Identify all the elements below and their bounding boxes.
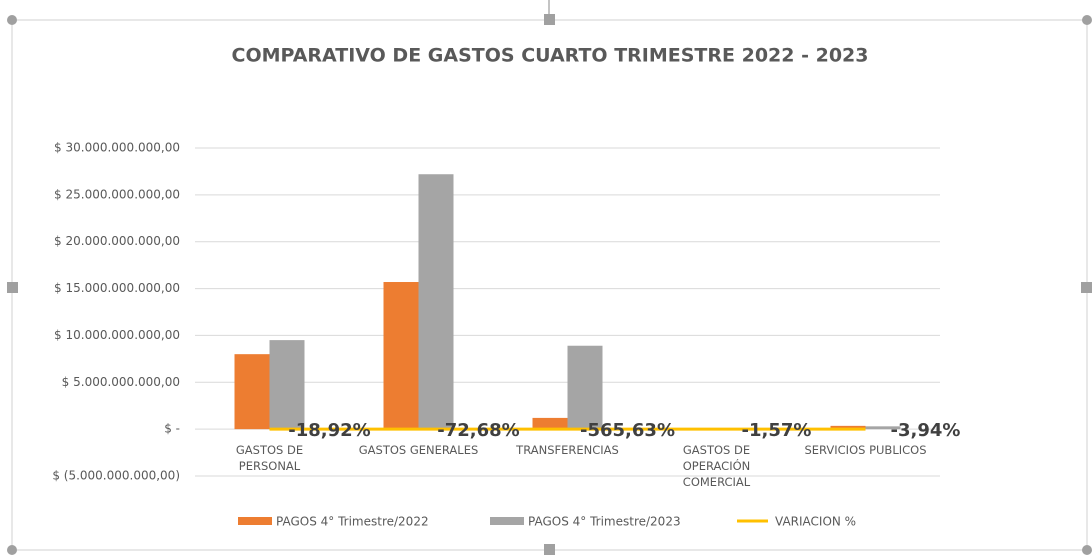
data-label: -3,94% — [891, 420, 961, 441]
resize-handles — [7, 14, 1092, 555]
x-tick-label: GASTOS DE PERSONAL — [235, 443, 304, 473]
y-tick-label: $ - — [164, 422, 180, 436]
legend-label: VARIACION % — [775, 515, 856, 529]
bar — [383, 282, 419, 430]
data-label: -565,63% — [580, 420, 675, 441]
bar — [830, 425, 866, 430]
legend-label: PAGOS 4° Trimestre/2023 — [528, 515, 681, 529]
y-tick-label: $ 25.000.000.000,00 — [54, 187, 180, 201]
x-tick-label: GASTOS GENERALES — [358, 443, 479, 457]
y-tick-label: $ 30.000.000.000,00 — [54, 141, 180, 155]
data-label: -18,92% — [288, 420, 370, 441]
x-tick-label: SERVICIOS PUBLICOS — [804, 443, 927, 457]
legend-swatch — [238, 517, 272, 525]
bar — [865, 426, 901, 430]
y-tick-label: $ 15.000.000.000,00 — [54, 281, 180, 295]
bar — [234, 354, 270, 430]
legend-swatch — [490, 517, 524, 525]
bar — [269, 340, 305, 430]
x-tick-label: GASTOS DE OPERACIÓN COMERCIAL — [682, 443, 751, 489]
bar — [532, 417, 568, 430]
y-tick-label: $ 5.000.000.000,00 — [62, 375, 180, 389]
y-tick-label: $ 10.000.000.000,00 — [54, 328, 180, 342]
x-tick-label: TRANSFERENCIAS — [516, 443, 619, 457]
data-label: -1,57% — [742, 420, 812, 441]
y-tick-label: $ (5.000.000.000,00) — [52, 469, 180, 483]
chart-title: COMPARATIVO DE GASTOS CUARTO TRIMESTRE 2… — [232, 45, 869, 67]
data-label: -72,68% — [437, 420, 519, 441]
bar — [567, 345, 603, 430]
y-tick-label: $ 20.000.000.000,00 — [54, 234, 180, 248]
bar — [418, 174, 454, 430]
legend-label: PAGOS 4° Trimestre/2022 — [276, 515, 429, 529]
